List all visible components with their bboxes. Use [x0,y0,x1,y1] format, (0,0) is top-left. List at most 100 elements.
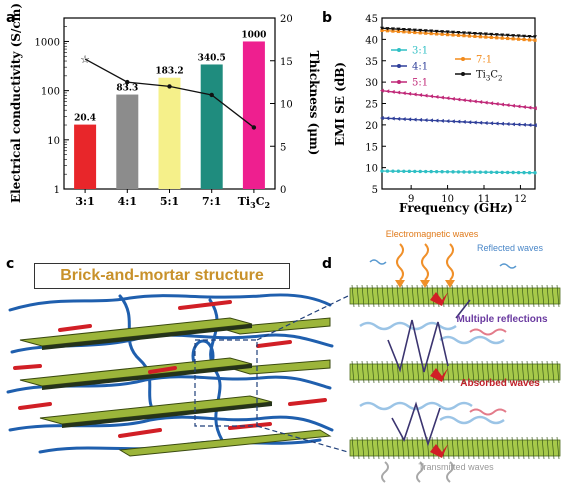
multiple-reflections-label: Multiple reflections [456,314,548,325]
x-tick-label: 10 [441,194,454,205]
y-tick-label: 25 [365,100,378,111]
legend-marker [397,64,401,68]
series-point [500,33,505,37]
series-point [500,102,505,107]
y-tick-label: 45 [365,14,378,25]
series-point [401,117,406,122]
series-point [429,169,433,174]
series-point [401,27,406,32]
thickness-point [125,79,130,85]
series-point [505,33,510,38]
series-point [435,32,439,36]
series-point [445,30,450,34]
series-point [396,169,401,173]
series-point [522,122,526,127]
chart-a-y2label: Thickness (μm) [307,51,321,156]
y-tick-label: 40 [365,35,378,46]
series-point [390,27,395,31]
series-point [505,170,510,175]
series-point [385,27,390,31]
series-point [462,170,466,174]
thickness-point [251,125,257,130]
conductivity-chart: 20.4 83.3 183.2 340.5 1000 1 10 100 1000 0 5 10 15… [9,3,321,210]
series-point [522,34,527,39]
series-point [396,29,400,34]
y-tick-label: 15 [365,142,378,153]
chart-b-frame [381,17,536,190]
series-point [391,29,395,33]
series-point [516,34,521,38]
bar-value-label: 1000 [241,30,266,40]
series-point [527,105,532,110]
chart-b-xlabel: Frequency (GHz) [399,201,513,215]
series-point [533,171,537,175]
series-point [489,32,494,37]
series-point [511,122,515,127]
series-point [429,31,433,36]
series-point [478,99,483,104]
series-point [418,169,422,174]
series-point [516,104,521,109]
series-point [456,31,461,35]
series-point [390,116,395,121]
y-tick-label: 100 [41,87,60,98]
series-point [478,170,483,174]
series-point [511,34,516,38]
series-point [533,106,537,111]
series-point [533,38,537,42]
series-point [461,31,466,35]
panel-label-b: b [322,10,332,26]
thickness-point [209,92,214,98]
series-point [456,33,461,37]
series-point [440,30,445,34]
series-point [380,28,384,32]
series-point [456,170,461,174]
series-point [434,169,439,174]
series-point [467,98,472,103]
thickness-point: ☆ [80,53,90,66]
series-point [385,29,390,33]
series-point [380,88,384,93]
x-tick-label: Ti3C2 [238,195,270,210]
series-point [489,101,494,106]
series-point [461,98,466,103]
series-point [505,122,510,127]
y-tick-label: 1 [54,185,60,196]
legend-label: 7:1 [476,55,492,66]
y2-tick-label: 20 [280,14,293,25]
series-point [413,30,417,35]
series-point [467,120,472,125]
y2-tick-label: 10 [280,100,293,111]
series-point [429,118,433,123]
series-point [527,35,532,39]
series-point [434,118,439,123]
series-point [472,31,477,36]
series-point [494,121,499,126]
y2-tick-label: 5 [280,142,286,153]
x-tick-label: 3:1 [75,195,94,208]
panel-label-c: c [6,256,14,272]
series-point [429,94,433,99]
series-point [396,116,401,121]
series-point [413,169,417,174]
series-point [396,27,401,32]
series-point [478,35,482,39]
series-point [440,118,444,123]
series-point [473,34,477,38]
series-point [489,121,494,126]
series-point [434,29,439,34]
bar-value-label: 83.3 [116,84,138,94]
series-point [385,116,390,121]
series-point [456,97,461,102]
bar-value-label: 183.2 [155,67,183,77]
series-point [445,96,450,101]
series-point [500,36,504,40]
series-point [423,93,428,98]
series-point [380,116,384,121]
x-tick-label: 9 [408,194,414,205]
series-point [511,37,515,41]
series-point [418,93,423,98]
series-point [467,34,472,38]
series-point [434,94,439,99]
series-point [505,103,510,108]
